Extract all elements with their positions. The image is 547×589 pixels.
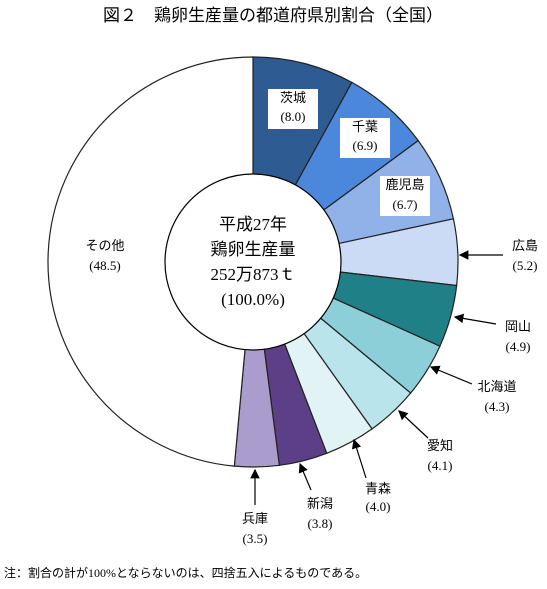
value-label: (4.1) xyxy=(428,458,453,473)
leader-arrow xyxy=(398,410,429,439)
value-label: (6.7) xyxy=(393,197,418,212)
chart-title: 図２ 鶏卵生産量の都道府県別割合（全国） xyxy=(103,6,443,26)
slice-label: 兵庫 xyxy=(242,511,268,526)
donut-hole xyxy=(164,173,342,351)
slice-label: 広島 xyxy=(512,238,538,253)
center-text: 平成27年 xyxy=(219,215,287,234)
value-label: (3.8) xyxy=(308,516,333,531)
slice-label: 北海道 xyxy=(477,379,516,394)
label-box xyxy=(268,89,318,129)
leader-arrow xyxy=(298,462,312,491)
slice-label: 岡山 xyxy=(505,319,531,334)
center-text: 鶏卵生産量 xyxy=(211,240,296,259)
value-label: (5.2) xyxy=(513,258,538,273)
slice-label: その他 xyxy=(85,238,124,253)
value-label: (3.5) xyxy=(243,531,268,546)
value-label: (4.9) xyxy=(506,339,531,354)
value-label: (48.5) xyxy=(89,258,120,273)
slice-label: 新潟 xyxy=(307,496,333,511)
label-box xyxy=(340,118,390,158)
leader-arrow xyxy=(453,313,497,325)
slice-label: 愛知 xyxy=(427,438,453,453)
value-label: (6.9) xyxy=(353,138,378,153)
label-box xyxy=(380,176,430,216)
center-text: (100.0%) xyxy=(221,290,285,309)
slice-label: 青森 xyxy=(365,481,391,496)
slice xyxy=(47,56,254,467)
center-text: 252万873ｔ xyxy=(211,265,296,284)
leader-arrow xyxy=(429,365,473,385)
slice-label: 茨城 xyxy=(280,90,306,105)
note: 注：割合の計が100%とならないのは、四捨五入によるものである。 xyxy=(4,565,367,580)
slice-label: 鹿児島 xyxy=(385,177,424,192)
slice-label: 千葉 xyxy=(352,119,378,134)
value-label: (4.3) xyxy=(485,399,510,414)
value-label: (4.0) xyxy=(366,499,391,514)
leader-arrow xyxy=(351,438,367,479)
value-label: (8.0) xyxy=(281,109,306,124)
